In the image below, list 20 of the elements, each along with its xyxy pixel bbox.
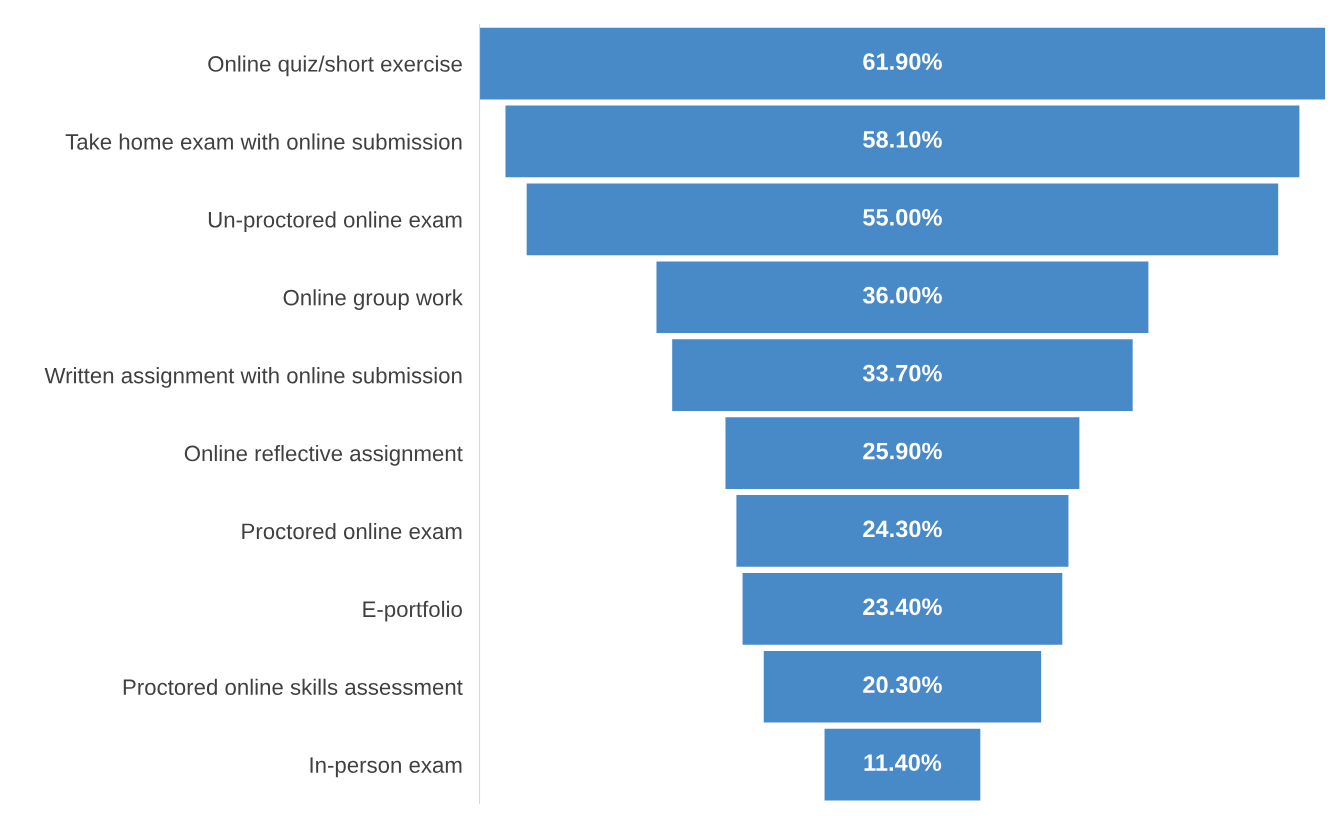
category-label: Online group work	[283, 289, 463, 310]
data-label: 36.00%	[862, 286, 942, 304]
category-label: Online quiz/short exercise	[208, 55, 462, 77]
category-label: Online reflective assignment	[184, 445, 463, 466]
data-label: 25.90%	[863, 442, 942, 460]
data-label: 11.40%	[864, 754, 942, 771]
category-label: Un-proctored online exam	[208, 211, 462, 233]
category-label: Take home exam with online submission	[65, 133, 462, 150]
data-label: 24.30%	[863, 520, 942, 538]
data-label: 23.40%	[863, 598, 942, 616]
category-label: Proctored online skills assessment	[123, 678, 463, 696]
data-label: 33.70%	[862, 364, 942, 382]
category-label: E-portfolio	[363, 600, 462, 622]
data-label: 61.90%	[863, 53, 942, 70]
category-label: Proctored online exam	[242, 522, 462, 540]
data-label: 58.10%	[863, 131, 942, 148]
data-label: 20.30%	[863, 676, 942, 694]
category-label: In-person exam	[310, 757, 462, 778]
category-label: Written assignment with online submission	[44, 367, 462, 388]
data-label: 55.00%	[863, 208, 942, 226]
